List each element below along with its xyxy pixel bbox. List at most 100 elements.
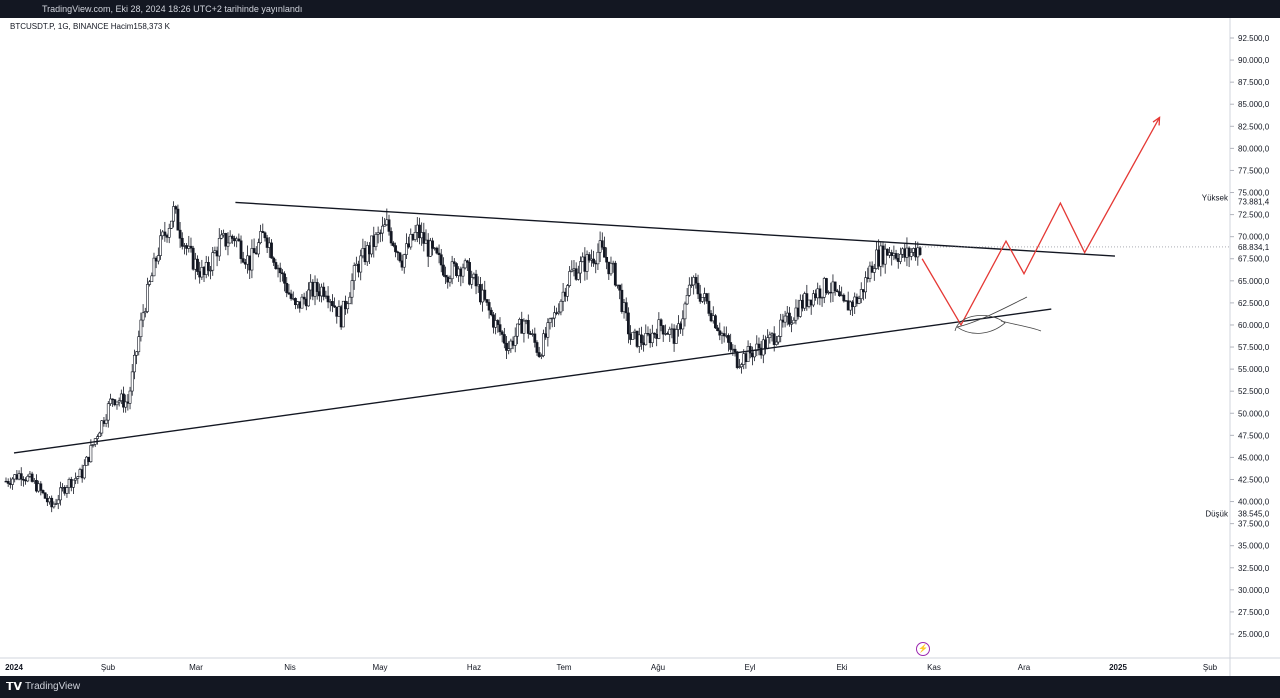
candle [435, 246, 439, 255]
candle [59, 481, 62, 506]
low-value-bg [1233, 508, 1279, 520]
candle [372, 226, 376, 258]
candle [198, 261, 202, 284]
candle [679, 321, 683, 334]
candle [544, 326, 548, 340]
candle [235, 236, 239, 248]
candle [39, 481, 43, 496]
candle [598, 231, 602, 262]
time-axis-label: Ağu [651, 663, 665, 672]
lower-trendline [13, 308, 1052, 454]
candle [655, 328, 659, 347]
candle [901, 247, 904, 259]
candle [411, 233, 415, 241]
candle [96, 434, 99, 445]
candle [137, 330, 141, 356]
candle [809, 299, 813, 315]
candle [156, 247, 160, 265]
last-price-label: 68.834,1 [1238, 243, 1270, 252]
candle [398, 252, 402, 263]
brand-name: TradingView [25, 681, 81, 692]
candle [677, 315, 680, 337]
candle [337, 300, 341, 317]
candle [718, 322, 722, 341]
candle [165, 233, 169, 243]
candle [820, 296, 824, 307]
candle [868, 261, 872, 283]
candle [481, 283, 484, 312]
lightning-icon[interactable]: ⚡ [916, 642, 930, 656]
candle [246, 245, 249, 274]
candle [278, 262, 282, 283]
candle [272, 256, 276, 266]
candle [683, 301, 687, 327]
candle [442, 257, 445, 277]
candle [885, 248, 889, 256]
candle [616, 284, 619, 289]
tradingview-logo[interactable]: 𝗧𝗩 TradingView [6, 676, 80, 698]
candle [559, 299, 563, 316]
candle [241, 251, 245, 264]
time-axis-label: 2024 [5, 663, 23, 672]
candle [894, 249, 898, 261]
candle [174, 205, 178, 214]
candle [455, 262, 458, 278]
freehand-scribble [954, 296, 1042, 334]
candle [555, 307, 558, 316]
publish-header-text: TradingView.com, Eki 28, 2024 18:26 UTC+… [42, 4, 303, 14]
candle [32, 478, 36, 484]
candle [176, 204, 180, 231]
price-axis-label: 77.500,0 [1238, 166, 1270, 175]
candle [685, 288, 689, 306]
candle [609, 256, 613, 276]
candle [859, 282, 863, 304]
candle [870, 261, 874, 273]
candle [252, 238, 256, 254]
candle [626, 307, 630, 344]
candle [526, 314, 530, 339]
candle [546, 318, 550, 347]
price-chart[interactable]: 92.500,0 90.000,0 87.500,0 85.000,0 82.500,0… [0, 18, 1280, 676]
candle [827, 290, 831, 295]
time-axis-label: Kas [927, 663, 941, 672]
price-axis-label: 62.500,0 [1238, 299, 1270, 308]
candle [472, 272, 476, 280]
candle [711, 306, 715, 324]
candle [757, 337, 761, 356]
candle [394, 242, 397, 258]
candle [61, 483, 64, 492]
candle [653, 332, 656, 339]
candle [283, 271, 286, 292]
candle [539, 353, 543, 360]
candle [592, 250, 595, 267]
candle [326, 286, 330, 309]
candle [611, 260, 615, 273]
candle [570, 260, 574, 273]
candle [82, 459, 86, 480]
candle [65, 484, 69, 498]
time-axis-label: Eki [836, 663, 847, 672]
candle [287, 283, 291, 296]
tradingview-logo-icon: 𝗧𝗩 [6, 681, 23, 693]
high-label: Yüksek [1202, 193, 1229, 202]
candle [657, 312, 661, 340]
candle [215, 246, 219, 267]
candle [811, 290, 815, 308]
candle [529, 330, 532, 335]
candle [909, 248, 913, 261]
candle [705, 292, 709, 304]
candle [117, 397, 121, 407]
candle [918, 246, 922, 256]
candle [855, 293, 859, 307]
price-axis-label: 80.000,0 [1238, 144, 1270, 153]
candle [248, 255, 252, 280]
candle [557, 303, 561, 316]
footer-bar: 𝗧𝗩 TradingView [0, 676, 1280, 698]
candle [753, 349, 757, 362]
candle [233, 235, 236, 247]
candle [563, 287, 567, 302]
chart-area[interactable]: 92.500,0 90.000,0 87.500,0 85.000,0 82.500,0… [0, 18, 1280, 676]
candle [378, 229, 382, 243]
price-axis-label: 72.500,0 [1238, 211, 1270, 220]
candle [148, 279, 152, 287]
